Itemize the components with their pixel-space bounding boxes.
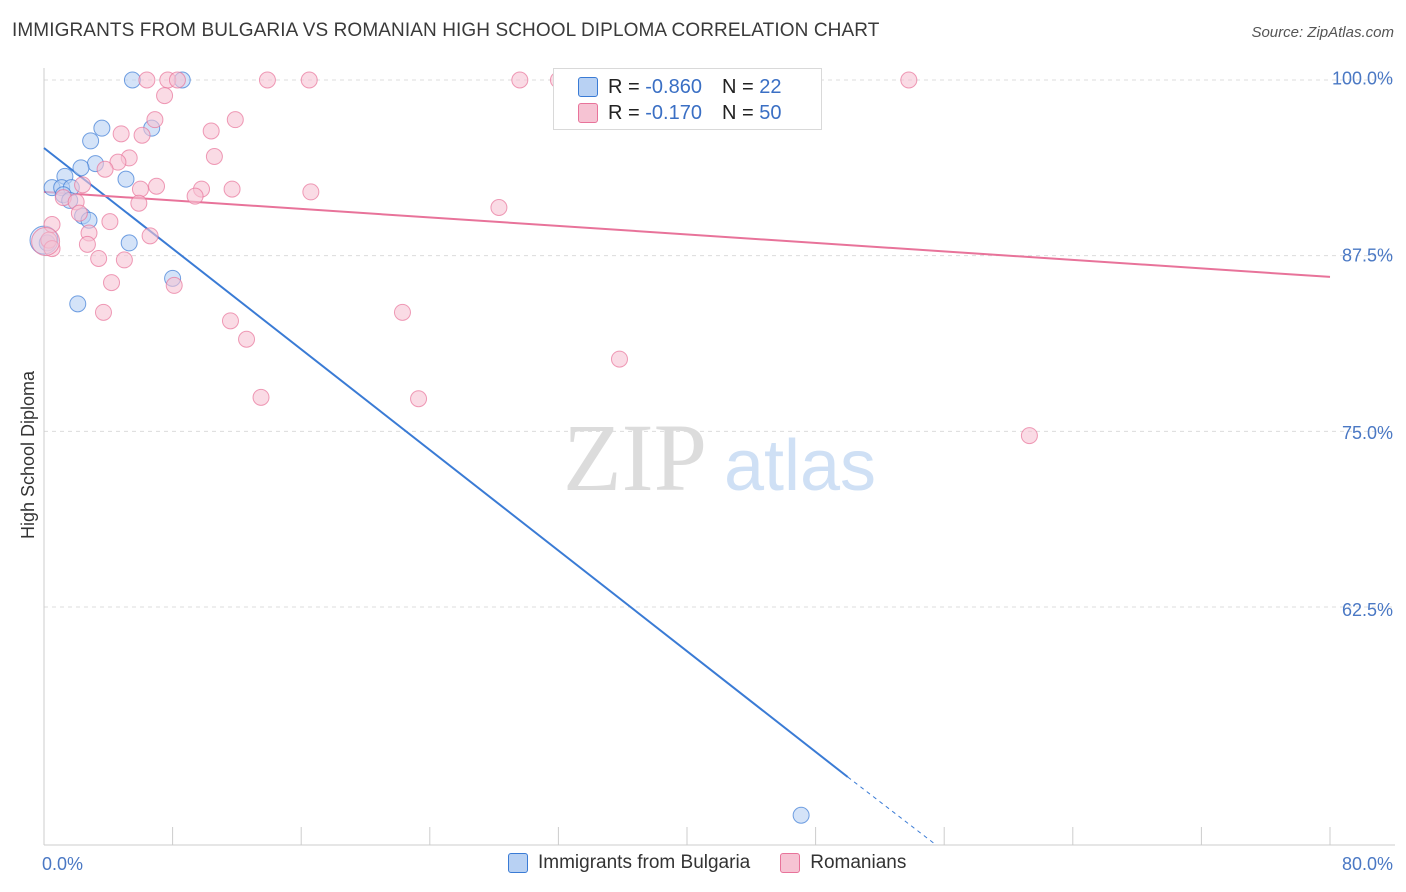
data-point-series-2 — [115, 251, 133, 269]
data-point-series-2 — [43, 240, 61, 258]
data-point-series-2 — [74, 176, 92, 194]
data-point-series-2 — [109, 153, 127, 171]
n-value-romanians: 50 — [759, 101, 782, 124]
data-point-series-2 — [133, 126, 151, 144]
data-point-series-2 — [202, 122, 220, 140]
r-label: R = — [608, 101, 640, 124]
data-point-series-1 — [82, 132, 100, 150]
trend-line-1 — [43, 147, 849, 778]
r-value-romanians: -0.170 — [645, 101, 702, 124]
data-point-series-2 — [393, 303, 411, 321]
axes — [43, 68, 1395, 846]
y-tick-label: 62.5% — [1342, 600, 1393, 620]
data-point-series-2 — [1020, 427, 1038, 445]
data-point-series-2 — [146, 111, 164, 129]
n-label: N = — [721, 101, 754, 124]
x-tick-label: 80.0% — [1342, 854, 1393, 874]
data-point-series-2 — [221, 312, 239, 330]
data-point-series-2 — [141, 227, 159, 245]
data-point-series-2 — [900, 71, 918, 89]
data-point-series-1 — [93, 119, 111, 137]
data-point-series-1 — [123, 71, 141, 89]
x-tick-label: 0.0% — [42, 854, 83, 874]
data-point-series-1 — [120, 234, 138, 252]
trend-lines — [43, 147, 1331, 846]
y-tick-label: 75.0% — [1342, 423, 1393, 443]
r-value-bulgaria: -0.860 — [645, 75, 702, 98]
n-label: N = — [721, 75, 754, 98]
trend-line-2 — [43, 190, 1331, 278]
data-point-series-2 — [490, 199, 508, 216]
data-point-series-2 — [138, 71, 156, 89]
trend-line-extension-1 — [847, 776, 937, 846]
data-point-series-2 — [168, 71, 186, 89]
data-point-series-2 — [302, 183, 320, 201]
data-point-series-2 — [252, 388, 270, 406]
data-point-series-1 — [792, 806, 810, 824]
data-point-series-2 — [78, 235, 96, 253]
data-point-series-2 — [31, 227, 61, 256]
data-point-series-1 — [72, 159, 90, 177]
data-point-series-2 — [130, 194, 148, 212]
data-point-series-1 — [69, 295, 87, 313]
data-point-series-2 — [112, 125, 130, 143]
data-point-series-2 — [205, 148, 223, 165]
data-point-series-2 — [94, 303, 112, 321]
chart-legend: Immigrants from Bulgaria Romanians — [508, 852, 936, 874]
data-point-series-2 — [223, 180, 241, 198]
data-point-series-2 — [96, 160, 114, 178]
data-point-series-2 — [101, 213, 119, 231]
r-label: R = — [608, 75, 640, 98]
legend-swatch-bulgaria — [508, 853, 528, 873]
data-point-series-2 — [103, 274, 121, 292]
data-point-series-2 — [226, 111, 244, 129]
data-point-series-1 — [117, 170, 135, 188]
data-point-series-2 — [258, 71, 276, 89]
data-point-series-2 — [300, 71, 318, 89]
swatch-romanians — [578, 103, 598, 123]
legend-swatch-romanians — [780, 853, 801, 873]
stats-row-bulgaria: R = -0.860 N = 22 — [554, 74, 821, 100]
legend-item-romanians[interactable]: Romanians — [780, 852, 906, 874]
correlation-stats-box: R = -0.860 N = 22 R = -0.170 N = 50 — [553, 68, 822, 130]
chart-title: IMMIGRANTS FROM BULGARIA VS ROMANIAN HIG… — [12, 20, 880, 41]
n-value-bulgaria: 22 — [759, 75, 782, 98]
source-credit: Source: ZipAtlas.com — [1251, 24, 1394, 41]
legend-item-bulgaria[interactable]: Immigrants from Bulgaria — [508, 852, 750, 874]
watermark-zip: ZIP — [563, 404, 707, 511]
data-point-series-2 — [511, 71, 529, 89]
legend-label-romanians: Romanians — [810, 852, 907, 873]
swatch-bulgaria — [578, 77, 598, 97]
legend-label-bulgaria: Immigrants from Bulgaria — [538, 852, 751, 873]
data-point-series-2 — [238, 330, 256, 348]
watermark-atlas: atlas — [724, 426, 876, 506]
data-point-series-2 — [410, 390, 428, 408]
tick-labels: 100.0% 87.5% 75.0% 62.5% 0.0% 80.0% — [42, 69, 1393, 874]
data-points — [29, 71, 1038, 824]
data-point-series-2 — [610, 350, 628, 368]
data-point-series-2 — [165, 276, 183, 294]
data-point-series-2 — [156, 87, 174, 105]
data-point-series-2 — [70, 204, 88, 222]
watermark: ZIP atlas — [563, 404, 876, 511]
y-tick-label: 100.0% — [1332, 69, 1393, 89]
y-axis-label: High School Diploma — [18, 370, 38, 539]
data-point-series-2 — [131, 180, 149, 198]
data-point-series-2 — [148, 177, 166, 195]
stats-row-romanians: R = -0.170 N = 50 — [554, 100, 821, 126]
data-point-series-2 — [186, 187, 204, 205]
data-point-series-2 — [90, 250, 108, 267]
y-tick-label: 87.5% — [1342, 246, 1393, 266]
